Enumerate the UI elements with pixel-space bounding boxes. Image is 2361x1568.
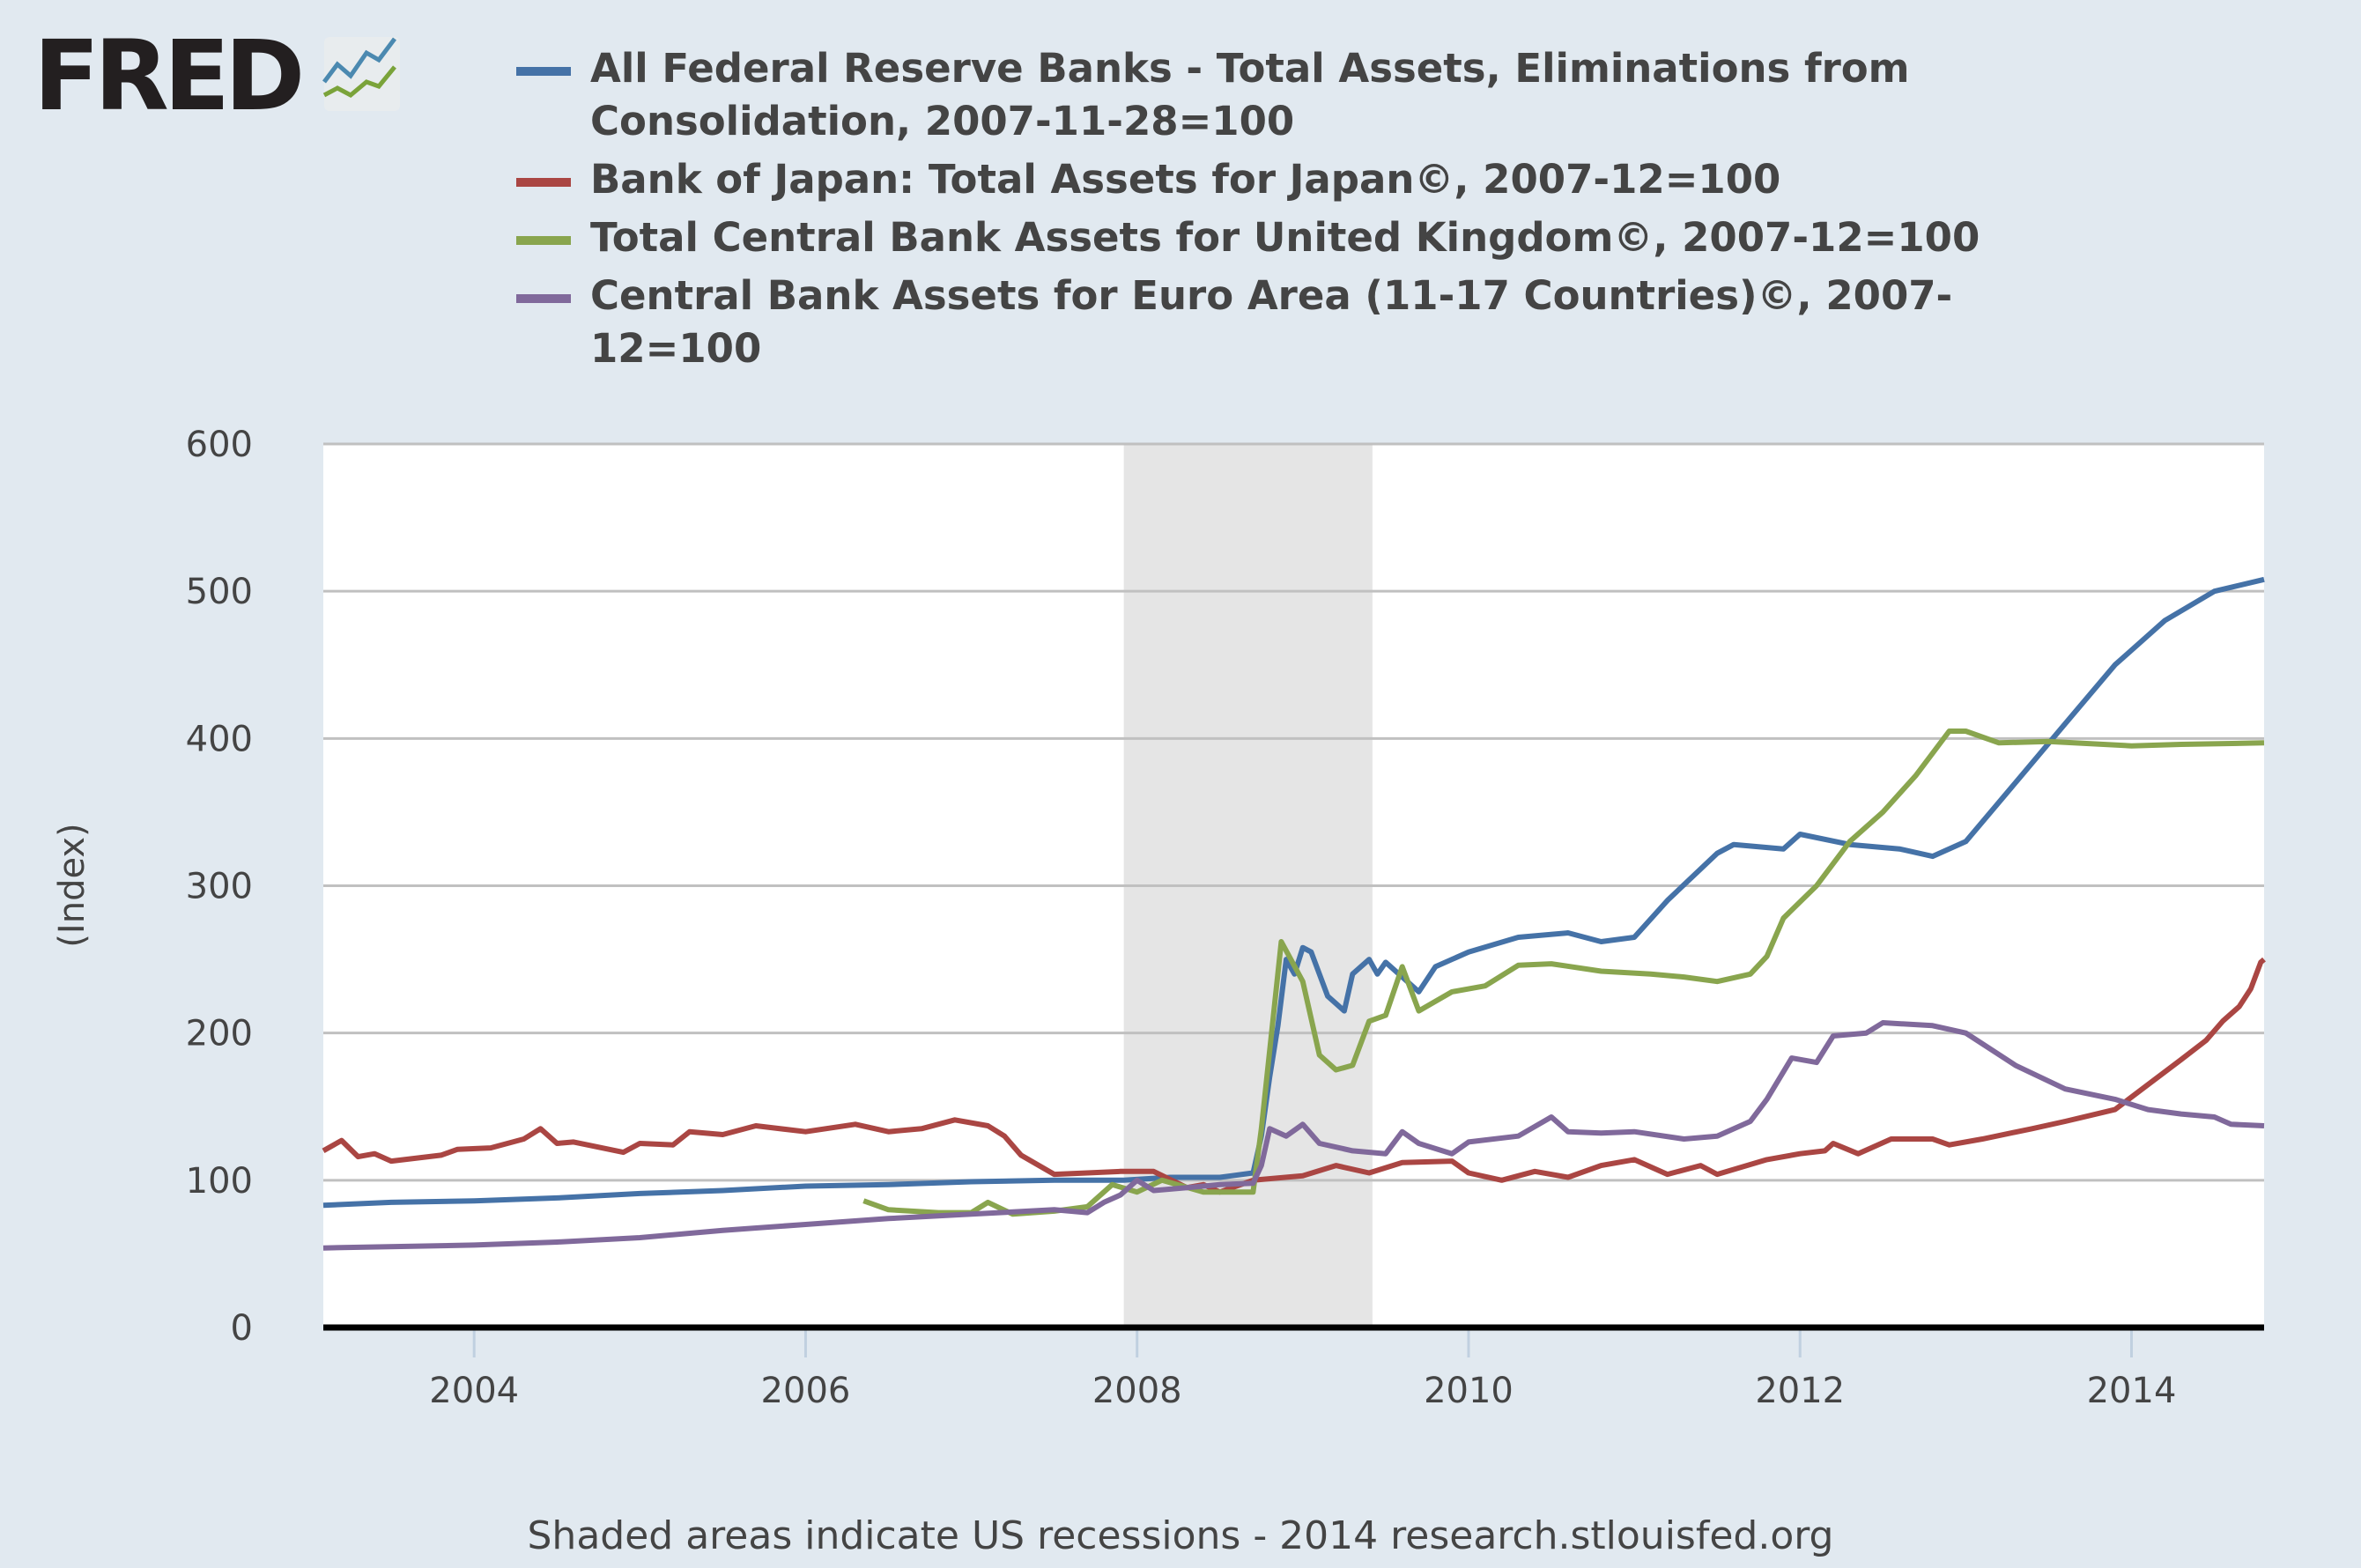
y-tick-label: 400 — [186, 719, 253, 759]
legend-item-uk[interactable]: Total Central Bank Assets for United Kin… — [511, 211, 2114, 264]
y-tick-label: 500 — [186, 572, 253, 612]
y-tick-label: 200 — [186, 1014, 253, 1054]
fred-logo[interactable]: FRED — [33, 19, 412, 132]
x-tick-label: 2004 — [429, 1371, 519, 1411]
series-line-1 — [322, 957, 2266, 1195]
logo-chart-icon-green — [322, 65, 396, 98]
y-tick-label: 300 — [186, 867, 253, 907]
legend-swatch-blue — [516, 67, 571, 76]
legend-label: Bank of Japan: Total Assets for Japan©, … — [590, 156, 1781, 203]
legend-label: All Federal Reserve Banks - Total Assets… — [590, 45, 1910, 144]
series-line-2 — [862, 729, 2265, 1217]
y-axis-label: (Index) — [52, 823, 93, 947]
legend-label: Total Central Bank Assets for United Kin… — [590, 214, 1980, 261]
y-tick-label: 100 — [186, 1161, 253, 1202]
legend-swatch-purple — [516, 294, 571, 303]
legend-swatch-red — [516, 178, 571, 187]
x-tick-label: 2006 — [761, 1371, 851, 1411]
y-tick-label: 600 — [186, 425, 253, 465]
legend-item-boj[interactable]: Bank of Japan: Total Assets for Japan©, … — [511, 153, 2114, 206]
fred-logo-text: FRED — [33, 33, 300, 122]
legend: All Federal Reserve Banks - Total Assets… — [511, 42, 2114, 381]
series-line-0 — [322, 576, 2265, 1209]
x-tick-label: 2010 — [1424, 1371, 1514, 1411]
fred-logo-image: FRED — [33, 19, 400, 132]
x-tick-label: 2008 — [1092, 1371, 1182, 1411]
x-tick-label: 2012 — [1755, 1371, 1845, 1411]
logo-chart-icon-blue — [322, 37, 396, 84]
y-tick-label: 0 — [231, 1308, 253, 1349]
legend-item-euro[interactable]: Central Bank Assets for Euro Area (11-17… — [511, 270, 2114, 375]
series-line-3 — [322, 1020, 2265, 1251]
footer-note: Shaded areas indicate US recessions - 20… — [527, 1513, 1834, 1558]
legend-item-fed[interactable]: All Federal Reserve Banks - Total Assets… — [511, 42, 2114, 148]
legend-label: Central Bank Assets for Euro Area (11-17… — [590, 272, 1953, 372]
legend-swatch-green — [516, 236, 571, 245]
x-tick-label: 2014 — [2087, 1371, 2177, 1411]
